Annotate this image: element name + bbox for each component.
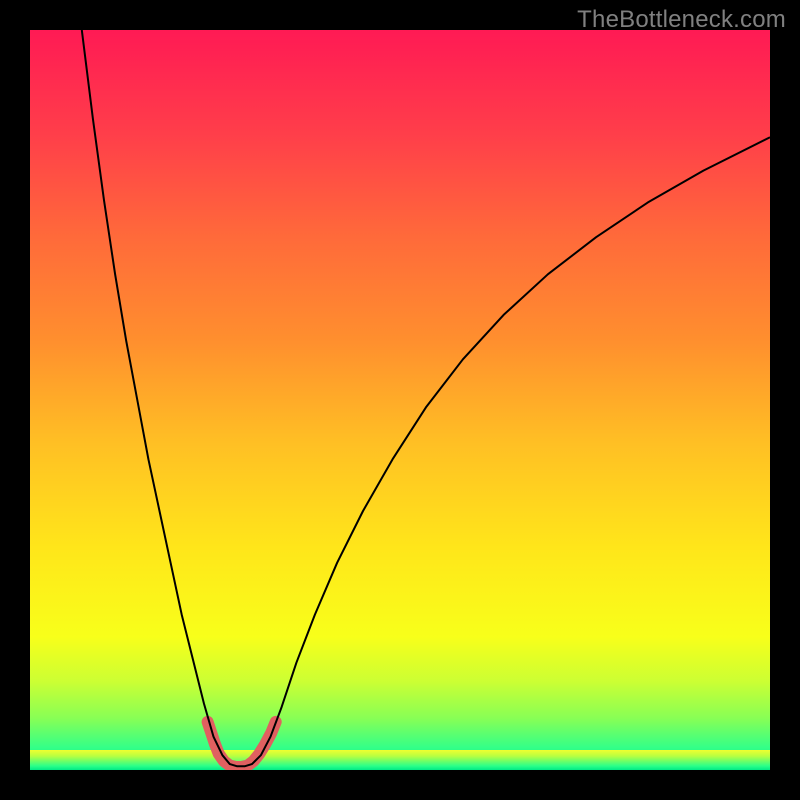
curve-layer — [30, 30, 770, 770]
main-curve — [82, 30, 770, 766]
outer-frame: TheBottleneck.com — [0, 0, 800, 800]
plot-area — [30, 30, 770, 770]
